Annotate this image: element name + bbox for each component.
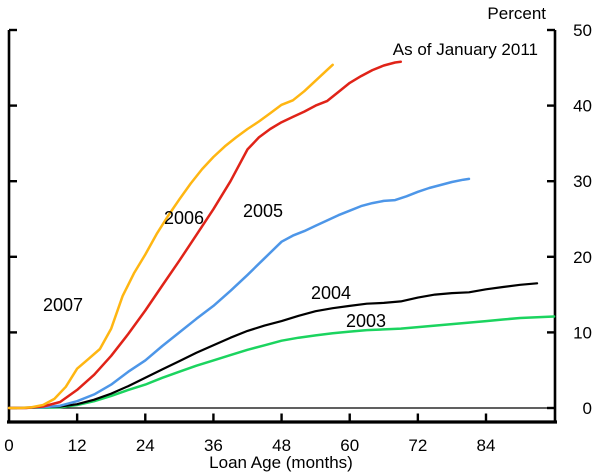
y-tick-label-10: 10 — [573, 323, 592, 342]
series-line-2003 — [7, 315, 556, 410]
series-label-2004: 2004 — [311, 283, 351, 303]
x-tick-label-36: 36 — [204, 436, 223, 455]
x-tick-label-60: 60 — [340, 436, 359, 455]
x-tick-label-84: 84 — [477, 436, 496, 455]
x-tick-label-0: 0 — [4, 436, 13, 455]
y-tick-label-20: 20 — [573, 248, 592, 267]
tick-labels: 0 12 24 36 48 60 72 84 0 10 20 30 40 50 — [4, 21, 592, 455]
series-lines — [7, 60, 556, 410]
series-line-2007 — [7, 63, 334, 410]
y-tick-label-30: 30 — [573, 172, 592, 191]
series-line-2004 — [7, 282, 539, 410]
x-tick-label-12: 12 — [68, 436, 87, 455]
x-axis-title: Loan Age (months) — [209, 453, 353, 472]
series-label-2007: 2007 — [43, 295, 83, 315]
series-line-2005 — [7, 177, 471, 410]
y-tick-label-50: 50 — [573, 21, 592, 40]
series-line-2006 — [7, 60, 403, 410]
y-axis-title-percent: Percent — [487, 4, 546, 23]
series-labels: 2003 2004 2005 2006 2007 — [43, 201, 386, 331]
y-tick-label-0: 0 — [583, 399, 592, 418]
annotation-as-of: As of January 2011 — [393, 40, 538, 59]
axes-frame — [7, 28, 557, 424]
x-tick-label-48: 48 — [272, 436, 291, 455]
x-tick-label-72: 72 — [408, 436, 427, 455]
x-tick-label-24: 24 — [136, 436, 155, 455]
series-label-2006: 2006 — [164, 208, 204, 228]
series-label-2005: 2005 — [243, 201, 283, 221]
y-tick-label-40: 40 — [573, 97, 592, 116]
series-label-2003: 2003 — [346, 311, 386, 331]
